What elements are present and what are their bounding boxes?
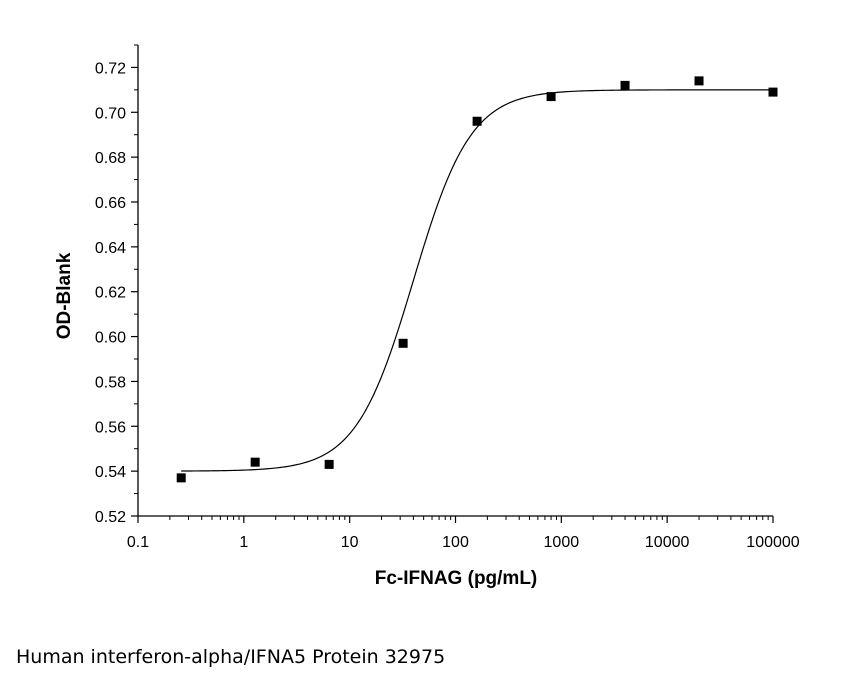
y-tick-label: 0.62 (95, 285, 126, 302)
data-point (324, 459, 334, 469)
data-point (176, 473, 186, 483)
y-tick-label: 0.70 (95, 105, 126, 122)
data-point (472, 116, 482, 126)
x-tick-label: 100000 (746, 534, 799, 551)
y-tick-label: 0.52 (95, 509, 126, 526)
data-point (546, 92, 556, 102)
y-tick-label: 0.60 (95, 330, 126, 347)
y-tick-label: 0.68 (95, 150, 126, 167)
fit-curve (181, 89, 773, 472)
y-tick-label: 0.64 (95, 240, 126, 257)
axes (137, 45, 773, 517)
dose-response-chart: 0.1 1 10 100 1000 10000 100000 0.520.540.560.5… (54, 44, 800, 589)
x-axis-title: Fc-IFNAG (pg/mL) (375, 568, 538, 589)
data-point (620, 80, 630, 90)
data-point (250, 457, 260, 467)
data-points (176, 76, 778, 483)
x-tick-label: 1000 (544, 534, 580, 551)
x-tick-label: 10 (341, 534, 359, 551)
figure-caption: Human interferon-alpha/IFNA5 Protein 329… (16, 646, 446, 668)
x-axis-ticks: 0.1 1 10 100 1000 10000 100000 (127, 516, 800, 551)
x-tick-label: 100 (442, 534, 469, 551)
y-axis-ticks: 0.52 0.54 0.56 0.58 0.60 0.62 0.64 0.66 0.68 0.70… (95, 44, 138, 526)
y-tick-label: 0.56 (95, 419, 126, 436)
y-tick-label: 0.58 (95, 374, 126, 391)
data-point (694, 76, 704, 86)
data-point (398, 338, 408, 348)
y-tick-label: 0.66 (95, 195, 126, 212)
data-point (768, 87, 778, 97)
y-tick-label: 0.72 (95, 60, 126, 77)
y-axis-title: OD-Blank (54, 252, 75, 339)
x-tick-label: 1 (239, 534, 248, 551)
x-tick-label: 10000 (645, 534, 690, 551)
x-tick-label: 0.1 (127, 534, 149, 551)
y-tick-label: 0.54 (95, 464, 126, 481)
